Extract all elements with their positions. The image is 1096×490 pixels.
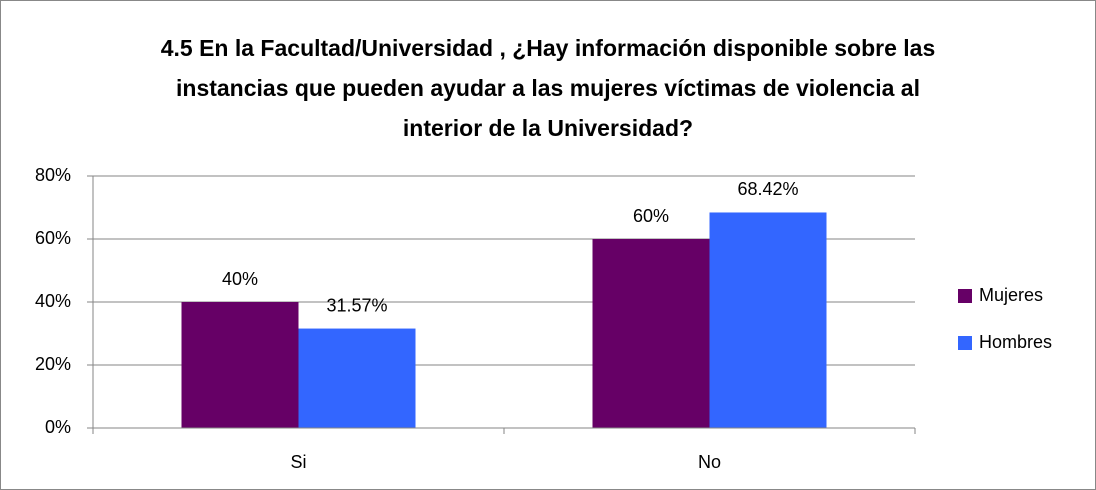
legend-label: Hombres bbox=[979, 332, 1052, 352]
chart-title: 4.5 En la Facultad/Universidad , ¿Hay in… bbox=[160, 35, 936, 141]
bar bbox=[298, 328, 416, 428]
bar bbox=[592, 239, 710, 428]
bar bbox=[709, 212, 827, 428]
legend-swatch bbox=[958, 289, 972, 303]
bar bbox=[181, 302, 299, 428]
y-tick-label: 0% bbox=[45, 417, 71, 437]
data-label: 31.57% bbox=[326, 295, 387, 315]
y-tick-label: 40% bbox=[35, 291, 71, 311]
y-tick-label: 20% bbox=[35, 354, 71, 374]
y-tick-label: 60% bbox=[35, 228, 71, 248]
x-tick-label: No bbox=[698, 452, 721, 472]
data-label: 60% bbox=[633, 206, 669, 226]
data-label: 40% bbox=[222, 269, 258, 289]
data-label: 68.42% bbox=[737, 179, 798, 199]
legend-label: Mujeres bbox=[979, 285, 1043, 305]
legend-swatch bbox=[958, 336, 972, 350]
y-tick-label: 80% bbox=[35, 165, 71, 185]
x-tick-label: Si bbox=[290, 452, 306, 472]
